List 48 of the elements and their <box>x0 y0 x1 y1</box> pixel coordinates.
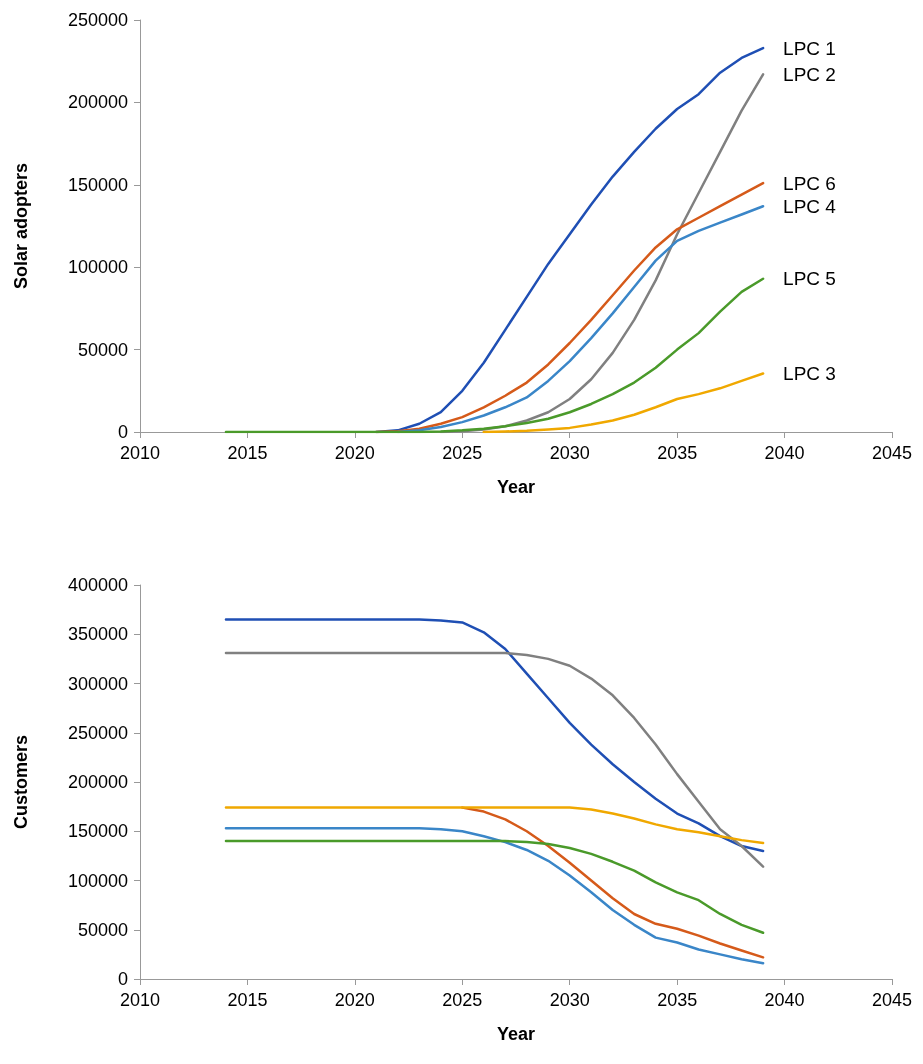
series-label: LPC 4 <box>783 195 837 217</box>
x-tick-label: 2045 <box>871 443 913 463</box>
x-tick-label: 2030 <box>549 443 590 463</box>
x-axis-title: Year <box>496 477 536 497</box>
x-tick-label: 2025 <box>442 443 483 463</box>
series-label: LPC 2 <box>783 63 836 85</box>
x-tick-label: 2030 <box>549 990 590 1010</box>
y-tick-label: 0 <box>117 969 128 989</box>
x-tick-label: 2040 <box>764 990 805 1010</box>
x-tick-label: 2010 <box>119 443 161 463</box>
x-axis-title: Year <box>496 1024 536 1044</box>
y-tick-label: 150000 <box>67 821 128 842</box>
x-tick-label: 2035 <box>657 443 698 463</box>
series-label: LPC 1 <box>783 37 836 59</box>
series-label: LPC 3 <box>783 363 836 384</box>
series-label: LPC 5 <box>783 268 836 290</box>
x-tick-label: 2015 <box>227 443 268 463</box>
y-tick-label: 200000 <box>67 772 128 792</box>
line-series <box>482 372 765 434</box>
y-tick-label: 200000 <box>67 92 128 113</box>
x-tick-label: 2035 <box>657 990 698 1010</box>
x-tick-label: 2015 <box>227 990 268 1010</box>
x-tick-label: 2040 <box>764 443 805 463</box>
series-label: LPC 6 <box>783 172 836 194</box>
y-tick-label: 350000 <box>67 624 128 645</box>
line-series <box>224 806 765 845</box>
y-tick-label: 400000 <box>67 575 128 595</box>
line-series <box>224 651 765 868</box>
line-series <box>224 277 765 434</box>
line-series <box>224 618 765 853</box>
x-tick-label: 2010 <box>119 990 161 1010</box>
y-tick-label: 250000 <box>67 10 128 30</box>
y-tick-label: 250000 <box>67 722 128 743</box>
x-tick-label: 2025 <box>442 990 483 1010</box>
y-tick-label: 0 <box>117 422 128 442</box>
y-tick-label: 100000 <box>67 257 128 278</box>
y-tick-label: 100000 <box>67 870 128 891</box>
line-series <box>224 839 765 934</box>
y-axis-title: Solar adopters <box>11 162 31 290</box>
x-tick-label: 2020 <box>334 443 375 463</box>
y-tick-label: 50000 <box>77 339 128 360</box>
y-tick-label: 150000 <box>67 174 128 195</box>
x-tick-label: 2020 <box>334 990 375 1010</box>
line-series <box>224 827 765 965</box>
y-tick-label: 50000 <box>77 919 128 940</box>
y-axis-title: Customers <box>11 734 31 830</box>
x-tick-label: 2045 <box>871 990 913 1010</box>
y-tick-label: 300000 <box>67 673 128 694</box>
